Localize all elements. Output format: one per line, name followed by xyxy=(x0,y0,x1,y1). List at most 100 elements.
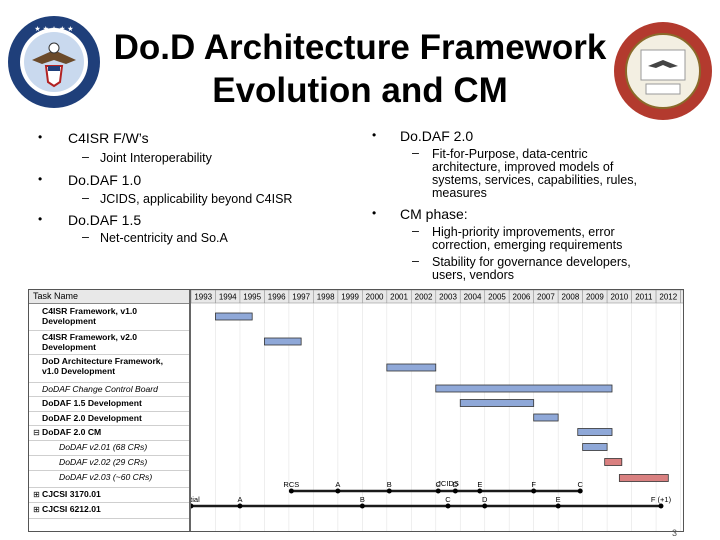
year-header-label: 2007 xyxy=(537,293,555,302)
cjcsi6212-milestone[interactable] xyxy=(191,503,194,509)
cjcsi6212-milestone[interactable] xyxy=(445,503,451,509)
bullet-c4isr: C4ISR F/W’s xyxy=(68,130,149,146)
cjcsi6212-milestone-label: C xyxy=(445,495,451,504)
gantt-bar[interactable] xyxy=(215,312,253,321)
cjcsi6212-milestone[interactable] xyxy=(482,503,488,509)
cjcsi3170-milestone-label: F xyxy=(531,480,536,489)
sub-stability-1: Stability for governance developers, xyxy=(432,255,631,269)
year-header-label: 2011 xyxy=(635,293,653,302)
cjcsi3170-milestone[interactable] xyxy=(386,488,392,494)
dod-seal-logo: ★ ★ ★ ★ ★ xyxy=(8,16,100,108)
cjcsi3170-milestone[interactable] xyxy=(288,488,294,494)
gantt-task-row[interactable]: CJCSI 3170.01 ⊞ xyxy=(29,489,189,499)
cjcsi3170-milestone[interactable] xyxy=(477,488,483,494)
cjcsi6212-milestone-label: D xyxy=(482,495,488,504)
cjcsi6212-milestone-label: Initial xyxy=(191,495,200,504)
bullet-dot: • xyxy=(372,206,377,220)
year-header-label: 2004 xyxy=(464,293,482,302)
gantt-task-row[interactable]: DoDAF 1.5 Development xyxy=(29,398,189,408)
gantt-bar[interactable] xyxy=(386,363,437,372)
expand-collapse-toggle[interactable]: ⊞ xyxy=(33,490,40,499)
cjcsi3170-milestone-label: E xyxy=(477,480,482,489)
task-name-column: Task Name C4ISR Framework, v1.0 Developme… xyxy=(29,290,191,531)
gantt-task-row[interactable]: C4ISR Framework, v1.0 Development xyxy=(29,306,189,326)
gantt-task-label-line2: v1.0 Development xyxy=(42,366,116,376)
gantt-task-label: DoDAF 1.5 Development xyxy=(42,398,142,408)
gantt-chart: Task Name C4ISR Framework, v1.0 Developme… xyxy=(28,289,684,532)
year-header-label: 1993 xyxy=(194,293,212,302)
cjcsi3170-milestone-label: D xyxy=(453,480,459,489)
expand-collapse-toggle[interactable]: ⊞ xyxy=(33,505,40,514)
gantt-task-label: C4ISR Framework, v1.0 xyxy=(42,306,138,316)
cjcsi6212-milestone[interactable] xyxy=(658,503,664,509)
bullet-dot: • xyxy=(38,212,43,226)
gantt-task-label: DoDAF 2.0 Development xyxy=(42,413,142,423)
year-header-label: 1994 xyxy=(219,293,237,302)
svg-text:★ ★ ★ ★ ★: ★ ★ ★ ★ ★ xyxy=(34,25,73,33)
year-header-label: 1998 xyxy=(317,293,335,302)
year-header-label: 2005 xyxy=(488,293,506,302)
cjcsi3170-milestone[interactable] xyxy=(435,488,441,494)
dash-marker: – xyxy=(82,230,89,244)
jcids-label: JCIDS xyxy=(437,479,459,488)
bullet-dodaf-15: Do.DAF 1.5 xyxy=(68,212,142,228)
bullet-dot: • xyxy=(38,172,43,186)
cjcsi3170-milestone[interactable] xyxy=(335,488,341,494)
gantt-task-row[interactable]: DoDAF 2.0 Development xyxy=(29,413,189,423)
gantt-task-row[interactable]: DoDAF v2.01 (68 CRs) xyxy=(29,442,189,452)
sub-high-priority-2: correction, emerging requirements xyxy=(432,238,623,252)
gantt-task-row[interactable]: DoDAF v2.03 (~60 CRs) xyxy=(29,472,189,482)
sub-joint-interop: Joint Interoperability xyxy=(100,151,212,165)
cjcsi3170-milestone-label: A xyxy=(335,480,340,489)
year-header-cell xyxy=(680,290,683,304)
year-header-label: 1995 xyxy=(243,293,261,302)
sub-stability-2: users, vendors xyxy=(432,268,514,282)
gantt-task-row[interactable]: C4ISR Framework, v2.0 Development xyxy=(29,332,189,352)
gantt-task-row[interactable]: DoDAF Change Control Board xyxy=(29,384,189,394)
gantt-task-label: DoDAF Change Control Board xyxy=(42,384,158,394)
gantt-bar[interactable] xyxy=(604,458,623,466)
gantt-row-divider xyxy=(29,502,189,503)
title-line-1: Do.D Architecture Framework xyxy=(113,28,607,67)
bullet-dodaf-20: Do.DAF 2.0 xyxy=(400,128,474,144)
year-header-label: 2001 xyxy=(390,293,408,302)
cjcsi6212-milestone[interactable] xyxy=(555,503,561,509)
year-header-label: 2006 xyxy=(513,293,531,302)
cjcsi6212-milestone-label: E xyxy=(556,495,561,504)
cjcsi6212-milestone[interactable] xyxy=(237,503,243,509)
year-header-label: 2010 xyxy=(610,293,628,302)
gantt-task-label: DoD Architecture Framework, xyxy=(42,356,163,366)
cjcsi3170-milestone[interactable] xyxy=(452,488,458,494)
gantt-task-row[interactable]: CJCSI 6212.01 ⊞ xyxy=(29,504,189,514)
dash-marker: – xyxy=(412,146,419,160)
gantt-task-row[interactable]: DoD Architecture Framework, v1.0 Developm… xyxy=(29,356,189,376)
gantt-bar[interactable] xyxy=(459,399,535,407)
gantt-task-row[interactable]: DoDAF v2.02 (29 CRs) xyxy=(29,457,189,467)
year-header-label: 2003 xyxy=(439,293,457,302)
gantt-bar[interactable] xyxy=(533,413,559,422)
cjcsi6212-milestone[interactable] xyxy=(359,503,365,509)
sub-fit-for-purpose-2: architecture, improved models of xyxy=(432,160,614,174)
cjcsi3170-milestone[interactable] xyxy=(531,488,537,494)
gantt-row-divider xyxy=(29,382,189,383)
task-name-header: Task Name xyxy=(29,290,189,304)
gantt-bar[interactable] xyxy=(618,474,669,482)
gantt-task-row[interactable]: DoDAF 2.0 CM ⊟ xyxy=(29,427,189,437)
sub-fit-for-purpose-1: Fit-for-Purpose, data-centric xyxy=(432,147,588,161)
expand-collapse-toggle[interactable]: ⊟ xyxy=(33,428,40,437)
cjcsi3170-milestone-label: C xyxy=(577,480,583,489)
gantt-task-label: DoDAF v2.01 (68 CRs) xyxy=(59,442,148,452)
gantt-bar[interactable] xyxy=(264,337,302,346)
year-header-label: 2009 xyxy=(586,293,604,302)
cjcsi3170-milestone-label: RCS xyxy=(283,480,299,489)
sub-fit-for-purpose-3: systems, services, capabilities, rules, xyxy=(432,173,637,187)
sub-jcids: JCIDS, applicability beyond C4ISR xyxy=(100,192,293,206)
gantt-bar[interactable] xyxy=(435,384,613,393)
gantt-bar[interactable] xyxy=(582,443,608,451)
cjcsi3170-milestone[interactable] xyxy=(577,488,583,494)
gantt-task-label: DoDAF v2.02 (29 CRs) xyxy=(59,457,148,467)
gantt-row-divider xyxy=(29,440,189,441)
year-header-label: 2002 xyxy=(415,293,433,302)
bullet-dot: • xyxy=(38,130,43,144)
gantt-bar[interactable] xyxy=(577,428,613,436)
